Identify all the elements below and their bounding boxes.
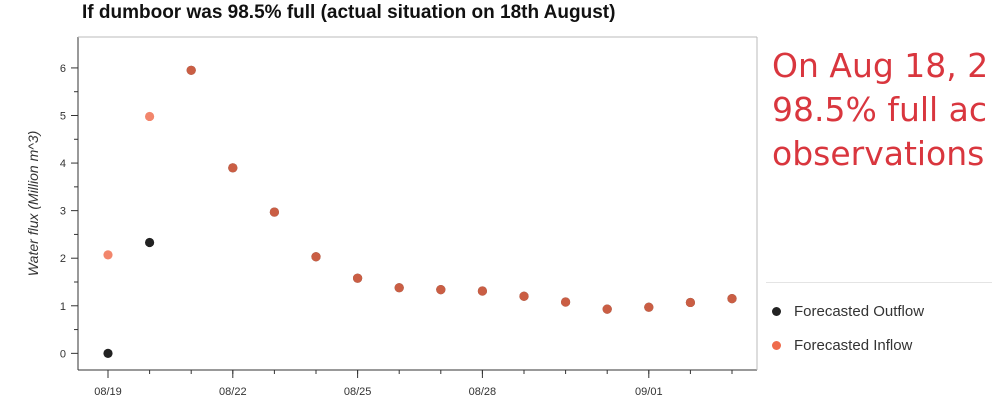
inflow-point xyxy=(644,302,654,312)
inflow-point xyxy=(269,207,279,217)
x-tick-label: 08/28 xyxy=(469,386,497,398)
legend-item-outflow: Forecasted Outflow xyxy=(766,299,924,323)
legend-inflow-marker xyxy=(772,340,781,350)
y-tick-label: 5 xyxy=(60,110,66,122)
side-note-line-1: On Aug 18, 2 xyxy=(772,46,989,85)
inflow-point xyxy=(353,273,363,283)
legend-outflow-marker xyxy=(772,306,781,316)
inflow-point xyxy=(477,286,487,296)
inflow-point xyxy=(685,297,696,308)
legend-inflow-label: Forecasted Inflow xyxy=(794,336,913,354)
y-tick-label: 4 xyxy=(60,158,66,170)
inflow-point xyxy=(561,297,571,307)
legend-outflow-label: Forecasted Outflow xyxy=(794,302,925,320)
outflow-point xyxy=(103,348,113,358)
x-tick-label: 09/01 xyxy=(635,386,663,398)
x-tick-label: 08/22 xyxy=(219,386,247,398)
outflow-point xyxy=(145,237,155,248)
inflow-point xyxy=(228,163,238,173)
inflow-point xyxy=(186,65,196,75)
x-tick-label: 08/19 xyxy=(94,386,122,398)
y-tick-label: 0 xyxy=(60,348,66,360)
y-tick-label: 6 xyxy=(60,63,66,75)
y-axis-label: Water flux (Million m^3) xyxy=(25,131,41,277)
chart-title: If dumboor was 98.5% full (actual situat… xyxy=(82,2,616,23)
y-tick-label: 1 xyxy=(60,301,66,313)
legend: Forecasted Outflow Forecasted Inflow xyxy=(766,282,992,365)
scatter-plot: 0 1 2 3 4 5 6 08/19 08/22 08/25 08/28 09/01 Water fl… xyxy=(25,36,758,398)
inflow-point xyxy=(436,285,446,295)
y-tick-label: 3 xyxy=(60,206,66,218)
x-tick-label: 08/25 xyxy=(344,386,372,398)
inflow-point xyxy=(394,283,404,293)
side-note-line-2: 98.5% full ac xyxy=(772,90,988,129)
inflow-point xyxy=(602,304,612,314)
inflow-point xyxy=(727,294,737,304)
y-tick-label: 2 xyxy=(60,253,66,265)
inflow-point xyxy=(311,252,321,262)
side-note-line-3: observations xyxy=(772,134,985,173)
inflow-point xyxy=(145,111,155,122)
inflow-point xyxy=(519,291,529,301)
legend-item-inflow: Forecasted Inflow xyxy=(766,333,912,357)
inflow-point xyxy=(103,250,113,260)
side-note: On Aug 18, 2 98.5% full ac observations xyxy=(772,44,992,176)
